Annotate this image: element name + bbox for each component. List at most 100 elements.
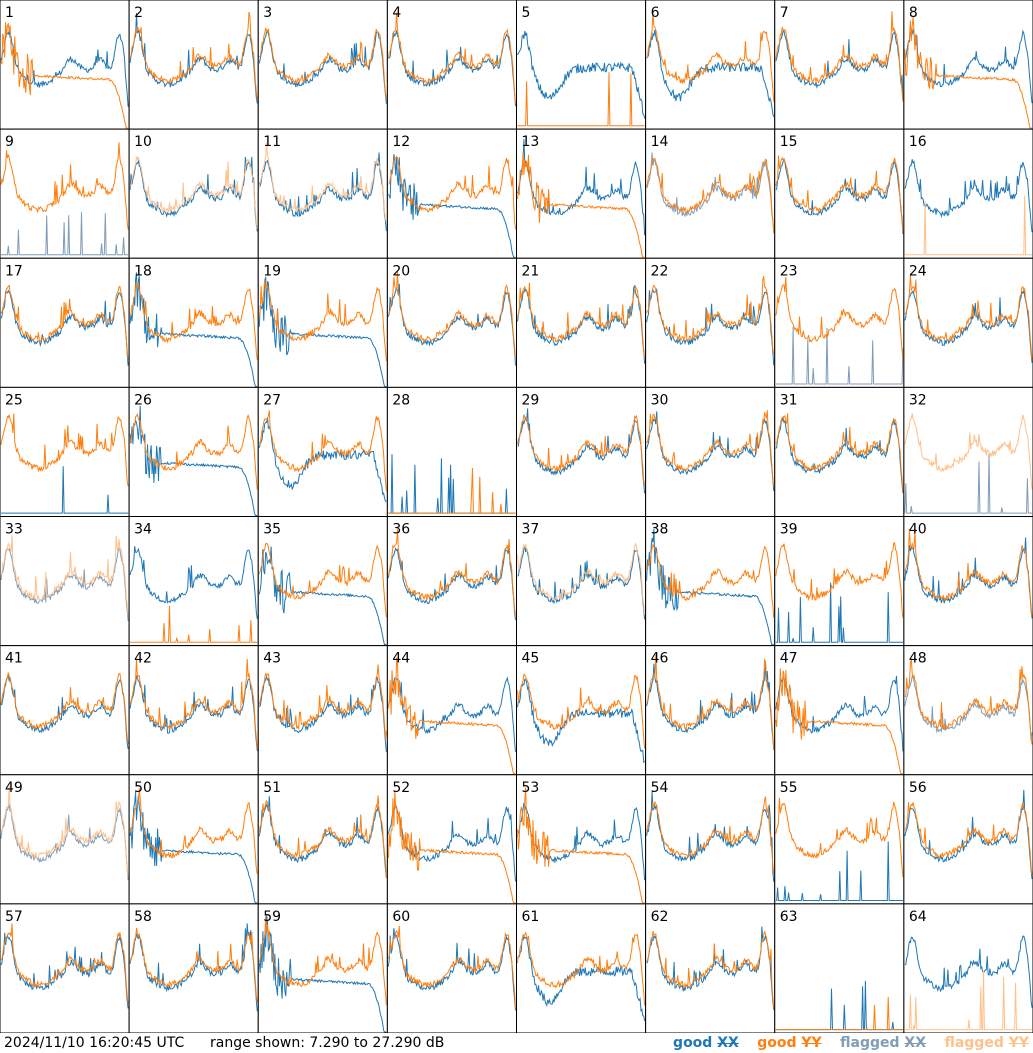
panel-label: 58 bbox=[134, 909, 152, 925]
panel-label: 46 bbox=[651, 651, 669, 667]
series-good-yy bbox=[646, 410, 775, 487]
series-good-xx bbox=[904, 289, 1033, 363]
panel-label: 25 bbox=[5, 392, 23, 408]
panel-50: 50 bbox=[128, 774, 259, 905]
series-good-yy bbox=[517, 414, 646, 487]
series-good-yy bbox=[646, 654, 775, 749]
series-good-xx bbox=[517, 284, 646, 364]
series-good-xx bbox=[775, 582, 903, 643]
panel-4: 4 bbox=[386, 0, 517, 130]
panel-label: 59 bbox=[263, 909, 281, 925]
panel-36: 36 bbox=[386, 516, 517, 647]
panel-label: 6 bbox=[651, 5, 660, 21]
panel-frame bbox=[516, 0, 647, 130]
panel-27: 27 bbox=[257, 386, 388, 517]
panel-frame bbox=[257, 0, 388, 130]
panel-label: 54 bbox=[651, 780, 669, 796]
series-good-xx bbox=[129, 791, 258, 904]
series-good-xx bbox=[517, 408, 646, 494]
panel-30: 30 bbox=[645, 386, 776, 517]
range-label: range shown: 7.290 to 27.290 dB bbox=[210, 1035, 445, 1051]
panel-40: 40 bbox=[903, 516, 1033, 647]
panel-label: 62 bbox=[651, 909, 669, 925]
panel-48: 48 bbox=[903, 645, 1033, 776]
panel-label: 10 bbox=[134, 134, 152, 150]
series-good-yy bbox=[646, 12, 775, 102]
panel-24: 24 bbox=[903, 257, 1033, 388]
panel-label: 47 bbox=[780, 651, 798, 667]
panel-58: 58 bbox=[128, 903, 259, 1033]
series-good-xx bbox=[0, 289, 129, 366]
panel-label: 21 bbox=[522, 263, 540, 279]
series-good-yy bbox=[775, 797, 904, 878]
timestamp-label: 2024/11/10 16:20:45 UTC bbox=[4, 1035, 185, 1051]
panel-label: 22 bbox=[651, 263, 669, 279]
panel-29: 29 bbox=[516, 386, 647, 517]
legend-good-xx: good XX bbox=[673, 1035, 739, 1051]
panel-label: 23 bbox=[780, 263, 798, 279]
series-flagged-xx bbox=[904, 453, 1032, 514]
panel-26: 26 bbox=[128, 386, 259, 517]
panel-label: 49 bbox=[5, 780, 23, 796]
series-good-xx bbox=[129, 272, 258, 387]
series-good-yy bbox=[517, 787, 645, 904]
panel-39: 39 bbox=[774, 516, 905, 647]
series-good-xx bbox=[129, 12, 258, 104]
series-good-xx bbox=[129, 923, 258, 1012]
series-good-yy bbox=[904, 16, 1032, 129]
series-good-xx bbox=[904, 935, 1033, 1008]
panel-label: 64 bbox=[909, 909, 927, 925]
panel-label: 3 bbox=[263, 5, 272, 21]
series-good-yy bbox=[775, 996, 903, 1031]
panel-label: 41 bbox=[5, 651, 23, 667]
panel-15: 15 bbox=[774, 128, 905, 259]
panel-label: 61 bbox=[522, 909, 540, 925]
panel-label: 14 bbox=[651, 134, 669, 150]
panel-20: 20 bbox=[386, 257, 517, 388]
panel-8: 8 bbox=[903, 0, 1033, 130]
panel-28: 28 bbox=[386, 386, 517, 517]
series-good-xx bbox=[258, 914, 387, 1033]
series-good-xx bbox=[387, 283, 516, 366]
panel-label: 42 bbox=[134, 651, 152, 667]
series-good-yy bbox=[904, 274, 1033, 360]
panel-45: 45 bbox=[516, 645, 647, 776]
panel-label: 9 bbox=[5, 134, 14, 150]
panel-54: 54 bbox=[645, 774, 776, 905]
series-good-yy bbox=[904, 658, 1033, 745]
panel-label: 45 bbox=[522, 651, 540, 667]
legend-good-yy: good YY bbox=[757, 1035, 822, 1051]
panel-3: 3 bbox=[257, 0, 388, 130]
panel-34: 34 bbox=[128, 516, 259, 647]
panel-label: 48 bbox=[909, 651, 927, 667]
series-good-yy bbox=[129, 11, 258, 101]
series-good-yy bbox=[130, 605, 258, 643]
series-good-xx bbox=[646, 528, 774, 646]
panel-label: 13 bbox=[522, 134, 540, 150]
series-good-yy bbox=[775, 11, 904, 102]
panel-frame bbox=[0, 0, 130, 130]
series-good-yy bbox=[517, 72, 645, 127]
series-good-yy bbox=[388, 270, 516, 359]
panel-label: 32 bbox=[909, 392, 927, 408]
panel-label: 12 bbox=[392, 134, 410, 150]
series-good-xx bbox=[775, 841, 903, 901]
series-good-xx bbox=[0, 932, 129, 1009]
panel-label: 31 bbox=[780, 392, 798, 408]
panel-label: 37 bbox=[522, 522, 540, 538]
series-good-yy bbox=[775, 413, 904, 491]
panel-label: 11 bbox=[263, 134, 281, 150]
panel-label: 57 bbox=[5, 909, 23, 925]
panel-label: 63 bbox=[780, 909, 798, 925]
series-good-yy bbox=[258, 278, 387, 362]
panel-label: 27 bbox=[263, 392, 281, 408]
panel-63: 63 bbox=[774, 903, 905, 1033]
panel-10: 10 bbox=[128, 128, 259, 259]
series-good-yy bbox=[258, 664, 387, 740]
panel-18: 18 bbox=[128, 257, 259, 388]
panel-21: 21 bbox=[516, 257, 647, 388]
panel-label: 34 bbox=[134, 522, 152, 538]
series-good-xx bbox=[129, 156, 258, 232]
series-good-xx bbox=[646, 287, 775, 366]
series-good-xx bbox=[258, 546, 387, 646]
